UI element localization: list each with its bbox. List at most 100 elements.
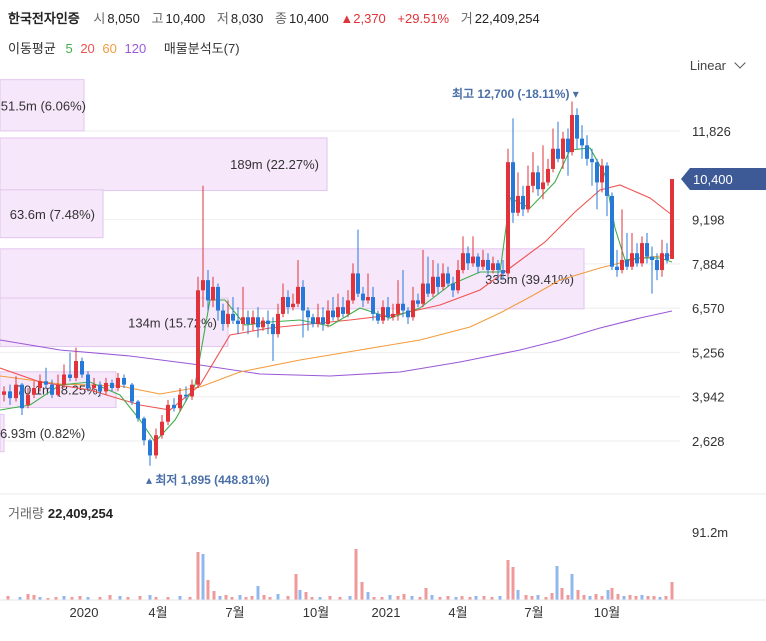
- volume-bar: [606, 590, 610, 600]
- candle-body: [526, 185, 530, 210]
- close-label: 종: [275, 11, 287, 26]
- candle-body: [426, 283, 430, 294]
- volume-bar: [62, 596, 66, 600]
- candle-body: [605, 165, 609, 196]
- volume-profile-label: 134m (15.72%): [128, 315, 217, 330]
- candle-body: [446, 273, 450, 284]
- volume-bar: [576, 590, 580, 600]
- candles: [2, 101, 674, 466]
- candle-body: [521, 195, 525, 210]
- max-annotation: 최고 12,700 (-18.11%) ▾: [452, 86, 579, 101]
- volume-bar: [256, 586, 260, 600]
- volume-bar: [18, 597, 22, 600]
- candle-body: [351, 273, 355, 301]
- candle-body: [32, 388, 36, 395]
- volume-bar: [318, 597, 322, 600]
- volume-bar: [594, 594, 598, 600]
- candle-body: [476, 256, 480, 267]
- volume-profile-label[interactable]: 매물분석도(7): [163, 41, 240, 56]
- candle-body: [436, 276, 440, 287]
- volume-profile-label: 6.93m (0.82%): [0, 426, 85, 441]
- ma5-label[interactable]: 5: [65, 41, 73, 56]
- candle-body: [50, 384, 54, 395]
- candle-body: [441, 273, 445, 287]
- candle-body: [620, 259, 624, 271]
- candle-body: [451, 283, 455, 291]
- volume-bar: [530, 596, 534, 600]
- candle-body: [38, 381, 42, 389]
- volume-label: 거: [460, 11, 473, 26]
- volume-bar: [622, 596, 626, 600]
- volume-bar: [396, 596, 400, 600]
- x-tick-label: 7월: [225, 605, 244, 620]
- candle-body: [92, 384, 96, 389]
- volume-bar: [348, 596, 352, 600]
- candle-body: [178, 394, 182, 409]
- candle-body: [551, 148, 555, 169]
- candle-body: [431, 276, 435, 294]
- volume-bar: [506, 560, 510, 600]
- candle-body: [516, 195, 520, 213]
- candle-body: [371, 297, 375, 314]
- ma-legend-label[interactable]: 이동평균: [8, 41, 56, 56]
- volume-bar: [78, 596, 82, 600]
- candle-body: [211, 286, 215, 301]
- volume-bar: [566, 595, 570, 600]
- candle-body: [561, 138, 565, 159]
- candle-body: [86, 374, 90, 389]
- candle-body: [570, 115, 574, 153]
- volume-bar: [454, 597, 458, 600]
- volume-bar: [32, 595, 36, 600]
- volume-bar: [304, 592, 308, 600]
- candle-body: [645, 243, 649, 257]
- candle-body: [655, 259, 659, 271]
- candle-body: [600, 165, 604, 183]
- volume-bar: [6, 596, 10, 600]
- candle-body: [481, 259, 485, 267]
- candle-body: [346, 300, 350, 314]
- current-price-tag: 10,400: [681, 168, 766, 191]
- volume-bar: [224, 595, 228, 600]
- ma20-label[interactable]: 20: [80, 41, 95, 56]
- candle-body: [201, 280, 205, 291]
- candle-body: [154, 435, 158, 456]
- candle-body: [172, 404, 176, 409]
- volume-bars: [6, 549, 674, 600]
- candle-body: [670, 179, 674, 259]
- open-value: 8,050: [107, 11, 140, 26]
- volume-bar: [230, 597, 234, 600]
- y-tick-label: 3,942: [692, 390, 725, 405]
- candle-body: [331, 310, 335, 318]
- ma120-label[interactable]: 120: [124, 41, 147, 56]
- ma60-label[interactable]: 60: [102, 41, 117, 56]
- candle-body: [625, 259, 629, 267]
- high-label: 고: [151, 11, 164, 26]
- candle-body: [261, 320, 265, 328]
- volume-profile-label: 51.5m (6.06%): [1, 98, 86, 113]
- volume-bar: [560, 588, 564, 600]
- volume-bar: [154, 597, 158, 600]
- candle-body: [421, 283, 425, 304]
- candle-body: [301, 286, 305, 311]
- volume-bar: [658, 597, 662, 600]
- candle-body: [386, 307, 390, 318]
- candle-body: [306, 310, 310, 318]
- candle-body: [221, 310, 225, 324]
- candle-body: [341, 307, 345, 314]
- volume-bar: [38, 597, 42, 600]
- volume-bar: [196, 552, 200, 600]
- candle-body: [241, 317, 245, 324]
- volume-bar: [166, 597, 170, 600]
- candle-body: [226, 313, 230, 324]
- candle-body: [104, 382, 108, 392]
- candle-body: [2, 391, 6, 395]
- scale-dropdown[interactable]: Linear: [690, 57, 746, 73]
- candle-body: [266, 320, 270, 324]
- candle-body: [276, 313, 280, 335]
- volume-bar: [652, 596, 656, 600]
- volume-bar: [354, 549, 358, 600]
- candle-body: [246, 317, 250, 324]
- volume-bar: [286, 596, 290, 600]
- volume-bar: [46, 598, 50, 600]
